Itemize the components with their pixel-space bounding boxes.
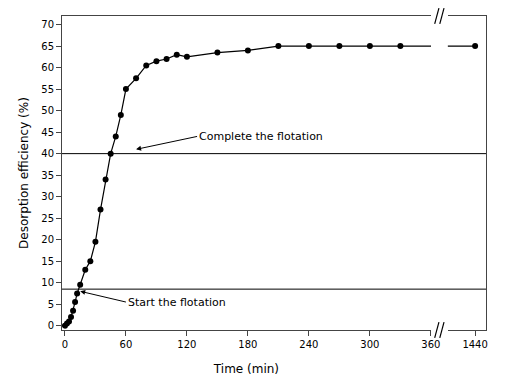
svg-text:45: 45 — [41, 127, 54, 138]
svg-text:120: 120 — [177, 339, 196, 350]
svg-text:60: 60 — [41, 62, 54, 73]
svg-text:10: 10 — [41, 277, 54, 288]
svg-text:Complete the flotation: Complete the flotation — [199, 130, 323, 143]
svg-text:25: 25 — [41, 213, 54, 224]
svg-text:Start the flotation: Start the flotation — [128, 296, 226, 309]
svg-text:50: 50 — [41, 105, 54, 116]
svg-text:55: 55 — [41, 84, 54, 95]
svg-text:300: 300 — [360, 339, 379, 350]
svg-text:35: 35 — [41, 170, 54, 181]
svg-text:180: 180 — [238, 339, 257, 350]
svg-text:70: 70 — [41, 19, 54, 30]
svg-text:Time (min): Time (min) — [213, 362, 279, 376]
svg-text:360: 360 — [421, 339, 440, 350]
svg-text:60: 60 — [120, 339, 133, 350]
svg-text:0: 0 — [62, 339, 68, 350]
svg-text:Desorption efficiency (%): Desorption efficiency (%) — [17, 97, 31, 249]
svg-text:1440: 1440 — [462, 339, 487, 350]
svg-text:65: 65 — [41, 41, 54, 52]
svg-text:240: 240 — [299, 339, 318, 350]
svg-text:30: 30 — [41, 191, 54, 202]
svg-text:20: 20 — [41, 234, 54, 245]
svg-text:5: 5 — [48, 299, 54, 310]
svg-text:15: 15 — [41, 256, 54, 267]
svg-text:0: 0 — [48, 320, 54, 331]
svg-text:40: 40 — [41, 148, 54, 159]
